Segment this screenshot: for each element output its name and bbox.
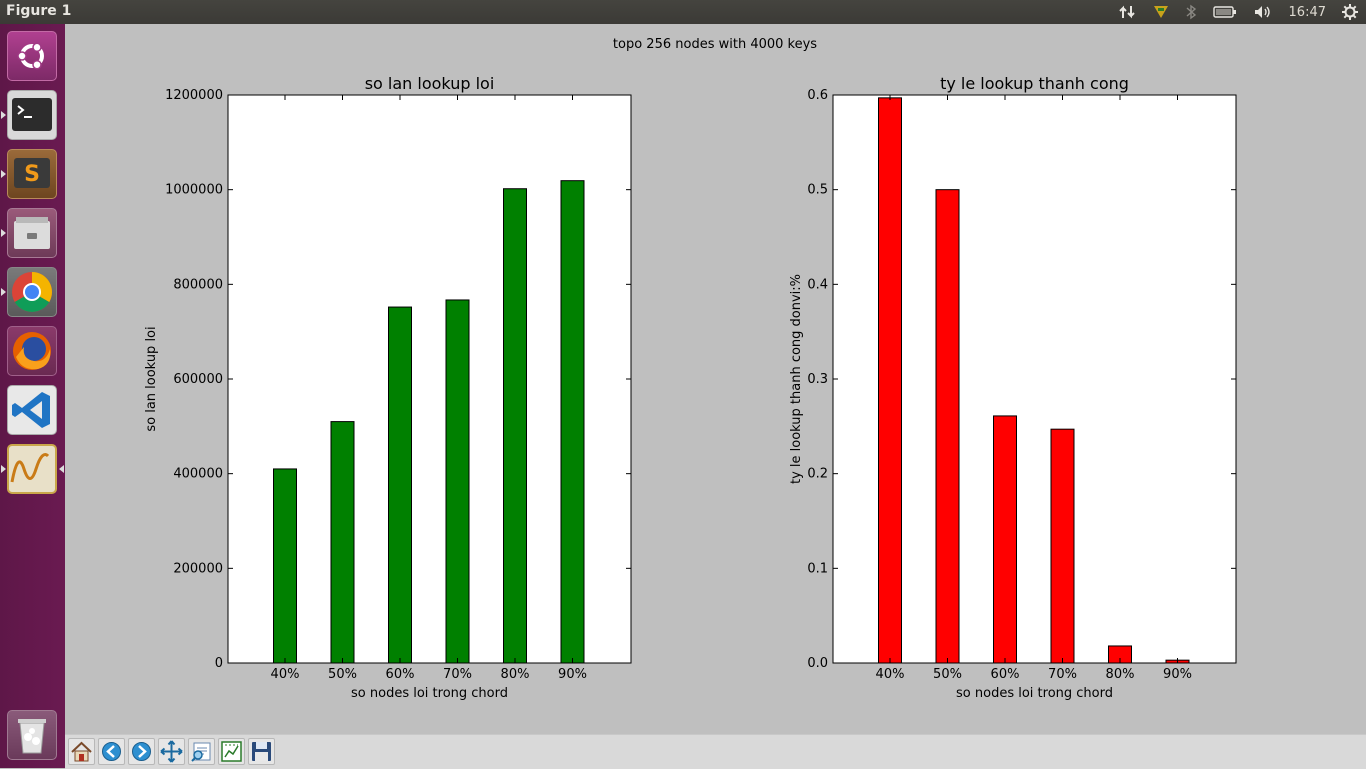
x-tick-label: 90% [558,667,587,682]
zoom-icon [191,742,211,762]
running-indicator [1,288,6,296]
y-tick-label: 1200000 [165,88,223,103]
bar [1050,428,1075,664]
clock[interactable]: 16:47 [1288,4,1326,20]
x-tick-label: 60% [991,667,1020,682]
ubuntu-logo-icon[interactable] [7,31,57,81]
gear-icon[interactable] [1342,4,1358,20]
y-tick-label: 400000 [173,467,223,482]
y-tick-label: 1000000 [165,183,223,198]
battery-icon[interactable] [1212,5,1237,19]
bar [330,421,355,664]
running-indicator [1,229,6,237]
bar [273,468,297,664]
bluetooth-icon[interactable] [1185,4,1197,20]
x-axis-label: so nodes loi trong chord [351,686,508,701]
bar [503,188,527,664]
bar [878,97,902,664]
x-tick-label: 90% [1163,667,1192,682]
x-tick-label: 50% [328,667,357,682]
x-tick-label: 70% [1048,667,1077,682]
chart-title: ty le lookup thanh cong [940,74,1129,93]
zoom-button[interactable] [188,738,215,765]
figure-suptitle: topo 256 nodes with 4000 keys [613,37,817,52]
x-tick-label: 80% [501,667,530,682]
y-tick-label: 200000 [173,561,223,576]
right-chart: 0.0 0.1 0.2 0.3 0.4 0.5 0.6 40% 50% 60% 70% 80% 90% t… [789,74,1237,701]
home-icon [71,741,92,762]
forward-button[interactable] [128,738,155,765]
terminal-icon[interactable] [7,90,57,140]
y-tick-label: 0.0 [807,656,828,671]
figure-app-icon[interactable] [7,444,57,494]
navigation-toolbar [65,734,1366,769]
y-axis-label: so lan lookup loi [144,326,159,431]
bar [993,415,1017,664]
x-tick-label: 60% [386,667,415,682]
forward-icon [132,742,151,761]
pan-button[interactable] [158,738,185,765]
y-tick-label: 0 [215,656,223,671]
pan-icon [160,740,183,763]
left-chart: 0 200000 400000 600000 800000 1000000 1200000 4… [144,74,632,701]
figure-svg: topo 256 nodes with 4000 keys 0 200000 400… [144,37,1237,701]
y-tick-label: 0.4 [807,277,828,292]
y-axis-label: ty le lookup thanh cong donvi:% [789,274,804,484]
save-icon [252,742,271,761]
save-button[interactable] [248,738,275,765]
top-panel: Figure 1 16:47 [0,0,1366,24]
focused-indicator [59,465,64,473]
x-tick-label: 80% [1106,667,1135,682]
trash-icon[interactable] [7,710,57,760]
network-icon[interactable] [1118,4,1137,20]
firefox-icon[interactable] [7,326,57,376]
y-tick-label: 0.6 [807,88,828,103]
volume-icon[interactable] [1253,4,1273,20]
axes-frame [227,94,632,664]
files-icon[interactable] [7,208,57,258]
home-button[interactable] [68,738,95,765]
figure-canvas[interactable]: topo 256 nodes with 4000 keys 0 200000 400… [65,24,1366,734]
bar [560,180,585,664]
back-icon [102,742,121,761]
chrome-icon[interactable] [7,267,57,317]
sublime-text-icon[interactable]: S [7,149,57,199]
x-tick-label: 70% [443,667,472,682]
y-tick-label: 0.2 [807,467,828,482]
chart-title: so lan lookup loi [365,74,495,93]
bar [935,189,960,664]
subplots-icon [221,741,242,762]
system-tray: 16:47 [1111,0,1366,24]
back-button[interactable] [98,738,125,765]
vscode-icon[interactable] [7,385,57,435]
vpn-icon[interactable] [1153,4,1169,20]
x-tick-label: 40% [271,667,300,682]
y-tick-label: 0.5 [807,183,828,198]
y-tick-label: 0.1 [807,561,828,576]
bar [445,299,470,664]
launcher: S [0,24,65,768]
svg-text:S: S [24,162,40,187]
window-title: Figure 1 [6,3,72,19]
subplots-button[interactable] [218,738,245,765]
bar [388,306,412,664]
axes-frame [832,94,1237,664]
running-indicator [1,111,6,119]
y-tick-label: 600000 [173,372,223,387]
y-tick-label: 0.3 [807,372,828,387]
x-tick-label: 50% [933,667,962,682]
y-tick-label: 800000 [173,277,223,292]
x-axis-label: so nodes loi trong chord [956,686,1113,701]
x-tick-label: 40% [876,667,905,682]
running-indicator [1,170,6,178]
running-indicator [1,465,6,473]
